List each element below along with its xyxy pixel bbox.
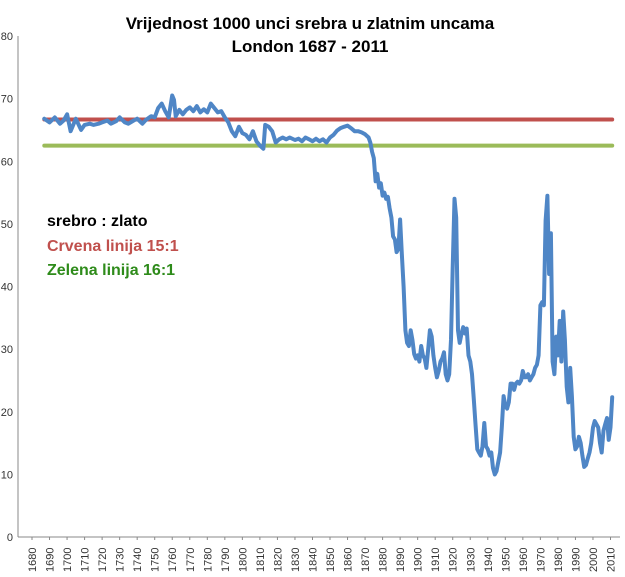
legend-item-red-line: Crvena linija 15:1: [47, 238, 179, 255]
y-tick-label: 40: [1, 282, 13, 294]
chart-title: Vrijednost 1000 unci srebra u zlatnim un…: [126, 14, 495, 56]
y-tick-label: 30: [1, 344, 13, 356]
x-tick-label: 1790: [220, 548, 232, 572]
x-tick-label: 1990: [570, 548, 582, 572]
legend: srebro : zlato Crvena linija 15:1 Zelena…: [47, 213, 179, 279]
chart-title-line-1: Vrijednost 1000 unci srebra u zlatnim un…: [126, 14, 495, 33]
x-axis-ticks: 1680 1690 1700 1710 1720 1730 1740 1750 1760 1770…: [27, 537, 617, 572]
x-tick-label: 1740: [132, 548, 144, 572]
y-tick-label: 20: [1, 407, 13, 419]
x-tick-label: 1850: [325, 548, 337, 572]
x-tick-label: 1920: [448, 548, 460, 572]
x-tick-label: 1730: [115, 548, 127, 572]
x-tick-label: 1930: [465, 548, 477, 572]
x-tick-label: 1940: [483, 548, 495, 572]
legend-item-green-line: Zelena linija 16:1: [47, 262, 175, 279]
y-axis-ticks: 0 10 20 30 40 50 60 70 80: [1, 31, 13, 544]
axes: [17, 36, 620, 538]
y-tick-label: 50: [1, 219, 13, 231]
x-tick-label: 1840: [307, 548, 319, 572]
x-tick-label: 1830: [290, 548, 302, 572]
x-tick-label: 1810: [255, 548, 267, 572]
x-tick-label: 1720: [97, 548, 109, 572]
y-tick-label: 0: [7, 532, 13, 544]
y-tick-label: 70: [1, 94, 13, 106]
x-tick-label: 1760: [167, 548, 179, 572]
x-tick-label: 1700: [62, 548, 74, 572]
x-tick-label: 1950: [500, 548, 512, 572]
chart-title-line-2: London 1687 - 2011: [232, 37, 389, 56]
x-tick-label: 2010: [605, 548, 617, 572]
x-tick-label: 1780: [202, 548, 214, 572]
y-tick-label: 80: [1, 31, 13, 43]
x-tick-label: 1890: [395, 548, 407, 572]
x-tick-label: 1820: [272, 548, 284, 572]
x-tick-label: 1900: [413, 548, 425, 572]
x-tick-label: 2000: [588, 548, 600, 572]
legend-item-ratio: srebro : zlato: [47, 213, 148, 230]
x-tick-label: 1960: [518, 548, 530, 572]
x-tick-label: 1980: [553, 548, 565, 572]
y-tick-label: 10: [1, 469, 13, 481]
silver-gold-ratio-line: [42, 93, 615, 477]
x-tick-label: 1770: [185, 548, 197, 572]
x-tick-label: 1750: [150, 548, 162, 572]
x-tick-label: 1870: [360, 548, 372, 572]
x-tick-label: 1680: [27, 548, 39, 572]
x-tick-label: 1710: [80, 548, 92, 572]
x-tick-label: 1690: [45, 548, 57, 572]
series-layer: [42, 93, 615, 477]
x-tick-label: 1970: [535, 548, 547, 572]
x-tick-label: 1800: [237, 548, 249, 572]
y-tick-label: 60: [1, 156, 13, 168]
x-tick-label: 1910: [430, 548, 442, 572]
x-tick-label: 1880: [378, 548, 390, 572]
x-tick-label: 1860: [343, 548, 355, 572]
